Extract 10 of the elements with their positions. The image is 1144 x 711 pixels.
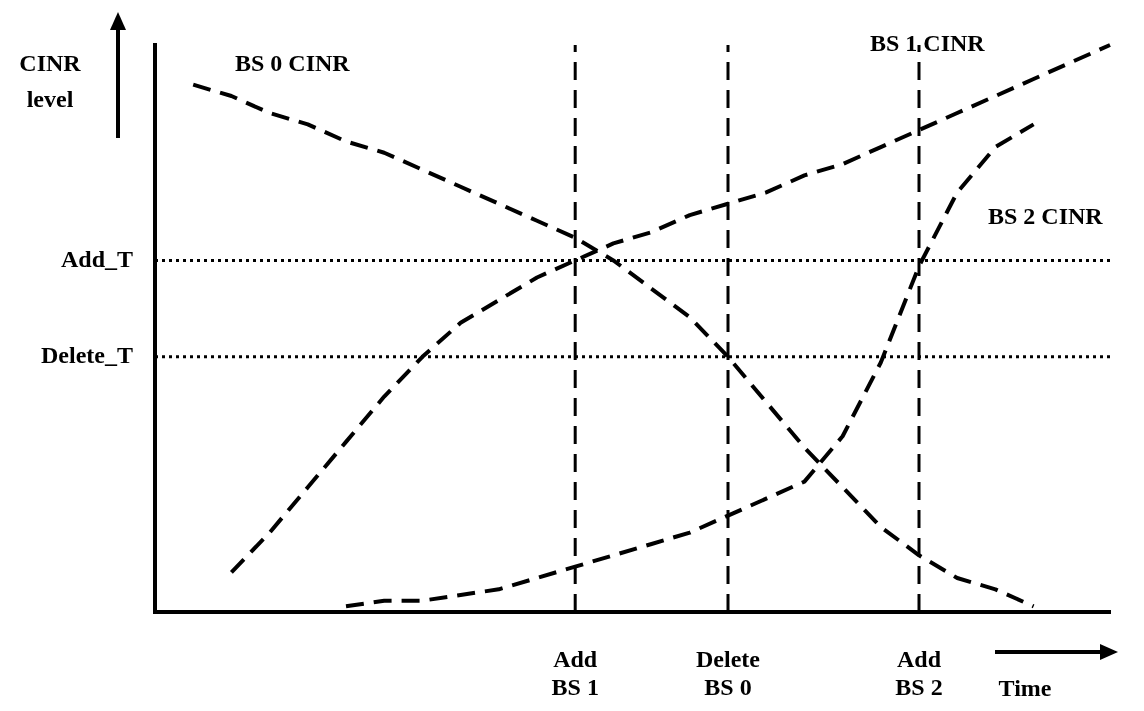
series-label: BS 1 CINR xyxy=(870,30,986,57)
series-label: BS 0 CINR xyxy=(235,50,351,77)
ref-line-label: Delete_T xyxy=(41,342,133,369)
series-label: BS 2 CINR xyxy=(988,203,1104,230)
y-axis-title: CINR level xyxy=(19,50,82,113)
ref-line-label: Add_T xyxy=(60,245,133,272)
x-axis-title: Time xyxy=(998,675,1052,702)
x-tick-label: Add BS 2 xyxy=(895,645,943,701)
x-tick-label: Delete BS 0 xyxy=(696,645,761,701)
x-tick-label: Add BS 1 xyxy=(551,645,599,701)
